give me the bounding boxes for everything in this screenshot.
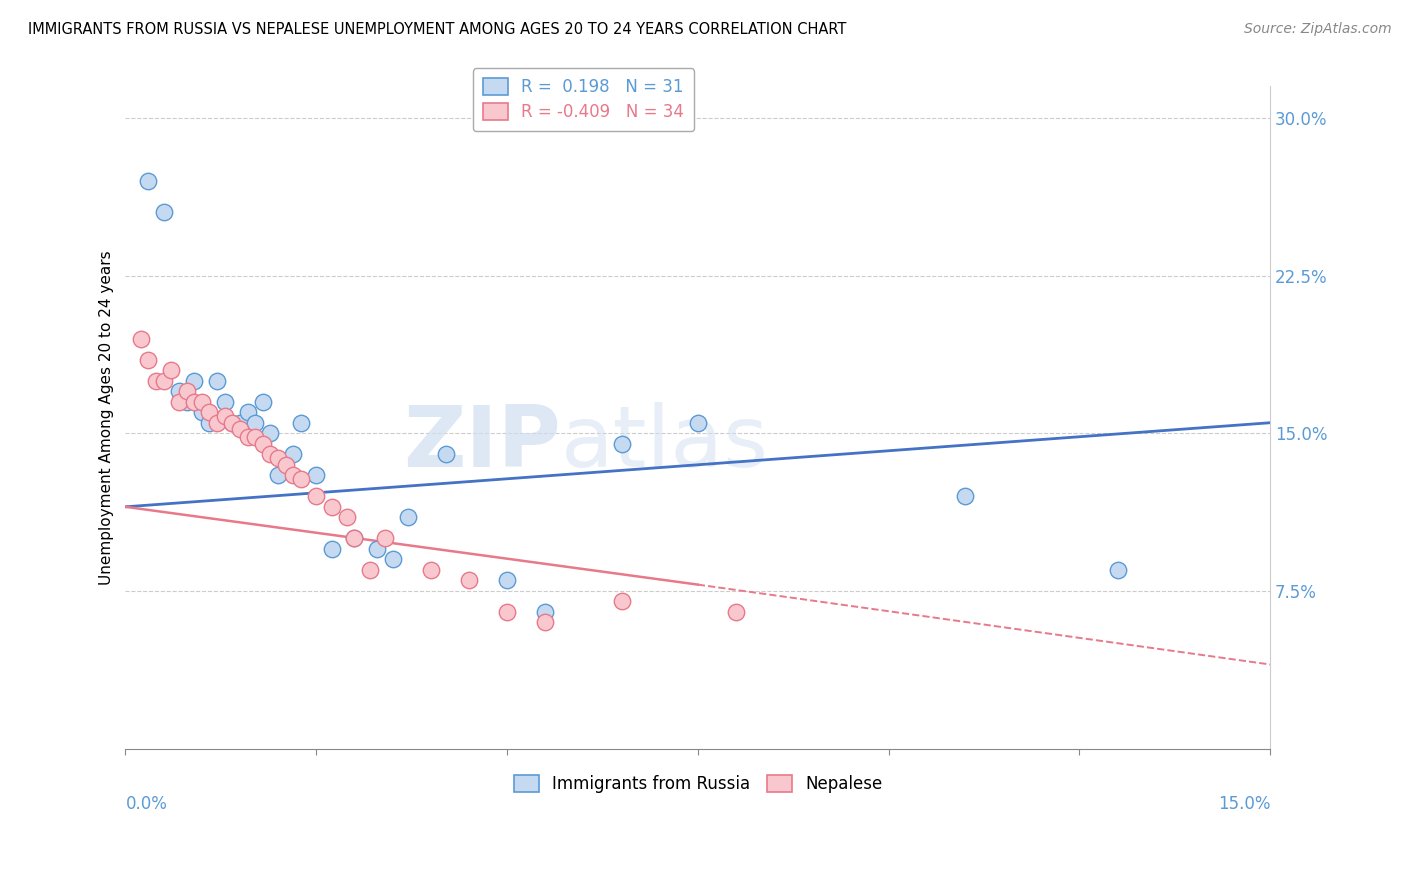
Point xyxy=(138,352,160,367)
Point xyxy=(236,430,259,444)
Point xyxy=(496,605,519,619)
Point xyxy=(221,416,243,430)
Point xyxy=(183,394,205,409)
Point xyxy=(610,594,633,608)
Point xyxy=(252,394,274,409)
Point xyxy=(283,447,305,461)
Point xyxy=(290,473,312,487)
Point xyxy=(290,416,312,430)
Point xyxy=(245,416,267,430)
Text: 15.0%: 15.0% xyxy=(1218,795,1270,813)
Point xyxy=(724,605,747,619)
Point xyxy=(129,332,152,346)
Point xyxy=(419,563,441,577)
Point xyxy=(534,605,557,619)
Text: IMMIGRANTS FROM RUSSIA VS NEPALESE UNEMPLOYMENT AMONG AGES 20 TO 24 YEARS CORREL: IMMIGRANTS FROM RUSSIA VS NEPALESE UNEMP… xyxy=(28,22,846,37)
Point xyxy=(145,374,167,388)
Point xyxy=(167,384,190,399)
Point xyxy=(198,405,221,419)
Point xyxy=(953,489,976,503)
Point xyxy=(305,489,328,503)
Point xyxy=(283,468,305,483)
Point xyxy=(1107,563,1129,577)
Point xyxy=(321,500,343,514)
Point xyxy=(259,426,281,441)
Point xyxy=(191,394,214,409)
Point xyxy=(160,363,183,377)
Point xyxy=(374,532,396,546)
Point xyxy=(343,532,366,546)
Point xyxy=(205,416,228,430)
Point xyxy=(496,574,519,588)
Point xyxy=(221,416,243,430)
Point xyxy=(267,468,290,483)
Point xyxy=(267,451,290,466)
Point xyxy=(336,510,359,524)
Text: ZIP: ZIP xyxy=(402,402,561,485)
Point xyxy=(252,436,274,450)
Point xyxy=(305,468,328,483)
Point xyxy=(359,563,381,577)
Point xyxy=(534,615,557,630)
Point xyxy=(167,394,190,409)
Point xyxy=(214,394,236,409)
Point xyxy=(152,374,174,388)
Text: Source: ZipAtlas.com: Source: ZipAtlas.com xyxy=(1244,22,1392,37)
Point xyxy=(343,532,366,546)
Point xyxy=(205,374,228,388)
Point xyxy=(458,574,481,588)
Point xyxy=(381,552,404,566)
Point xyxy=(229,422,252,436)
Point xyxy=(366,541,388,556)
Point xyxy=(434,447,457,461)
Point xyxy=(152,205,174,219)
Point xyxy=(183,374,205,388)
Point xyxy=(198,416,221,430)
Point xyxy=(396,510,419,524)
Text: 0.0%: 0.0% xyxy=(125,795,167,813)
Point xyxy=(321,541,343,556)
Text: atlas: atlas xyxy=(561,402,769,485)
Point xyxy=(686,416,709,430)
Point xyxy=(274,458,297,472)
Point xyxy=(610,436,633,450)
Legend: Immigrants from Russia, Nepalese: Immigrants from Russia, Nepalese xyxy=(506,768,889,800)
Point xyxy=(176,394,198,409)
Point xyxy=(191,405,214,419)
Point xyxy=(245,430,267,444)
Point xyxy=(138,174,160,188)
Point xyxy=(259,447,281,461)
Point xyxy=(229,416,252,430)
Point xyxy=(176,384,198,399)
Point xyxy=(236,405,259,419)
Point xyxy=(214,409,236,424)
Y-axis label: Unemployment Among Ages 20 to 24 years: Unemployment Among Ages 20 to 24 years xyxy=(100,250,114,585)
